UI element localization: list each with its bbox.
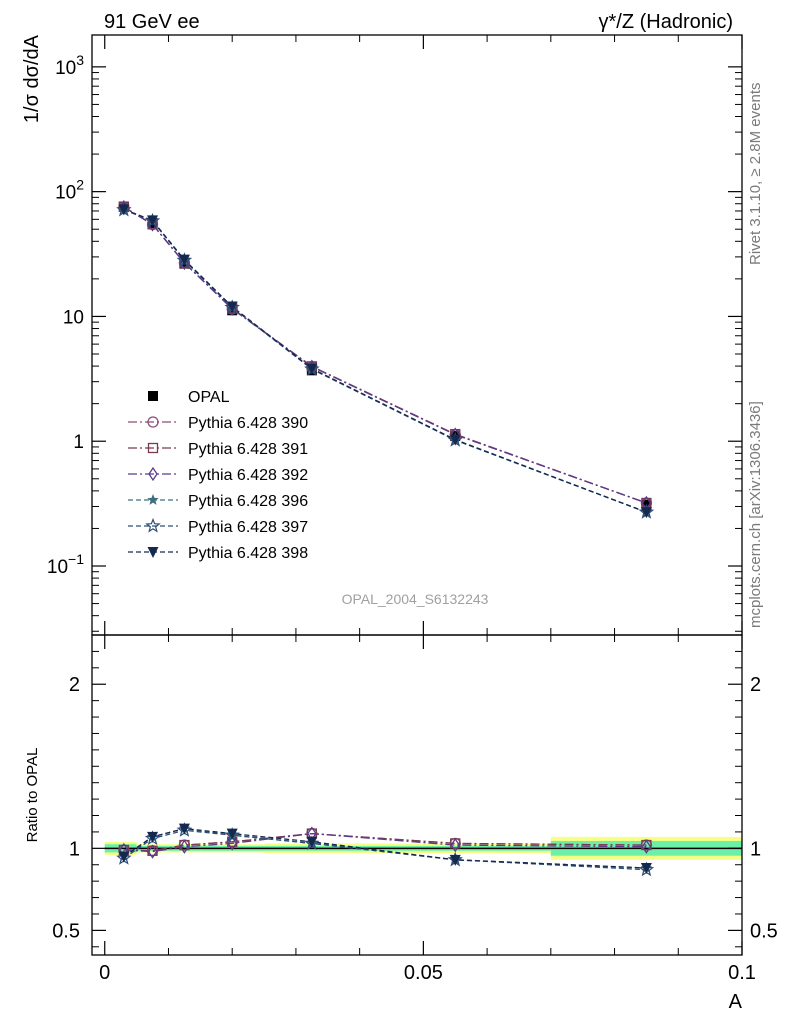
ratio-point-5-3 (226, 828, 238, 840)
ratio-point-5-6 (640, 863, 652, 875)
main-point-6-5 (449, 434, 461, 446)
main-line-3 (123, 206, 647, 504)
ratio-point-5-4 (306, 836, 318, 848)
main-line-2 (123, 206, 647, 504)
ratio-point-5-0 (118, 851, 130, 863)
axes-group: 0 0.05 0.1 10−1 1 10 102 103 0.5 0.5 1 1 2 2 (47, 34, 778, 984)
legend-marker (147, 416, 159, 428)
legend-label: Pythia 6.428 390 (188, 415, 308, 432)
ratio-point-5-5 (449, 854, 461, 866)
legend-marker (148, 466, 158, 482)
legend-marker (148, 391, 158, 401)
legend-marker (147, 442, 159, 454)
legend-label: OPAL (188, 389, 230, 406)
ratio-line-2 (123, 832, 647, 853)
y-tick-label: 10−1 (47, 551, 84, 578)
main-line-1 (123, 206, 647, 504)
header-right-label: γ*/Z (Hadronic) (599, 11, 733, 33)
x-tick-label: 0.05 (404, 962, 443, 984)
ratio-point-5-2 (178, 823, 190, 835)
legend-marker (147, 547, 159, 558)
ratio-point-2-1 (147, 844, 158, 859)
watermark: OPAL_2004_S6132243 (342, 591, 489, 607)
ratio-point-5-1 (147, 831, 159, 843)
ratio-tick-label-right: 0.5 (750, 920, 778, 942)
legend-marker (147, 494, 159, 505)
main-ylabel: 1/σ dσ/dA (21, 34, 43, 123)
x-axis-label: A (729, 991, 743, 1013)
x-tick-label: 0 (99, 962, 110, 984)
y-tick-label: 1 (73, 432, 84, 453)
main-point-6-4 (306, 363, 318, 375)
legend: OPAL Pythia 6.428 390 Pythia 6.428 391 Pyth… (128, 389, 308, 562)
legend-label: Pythia 6.428 396 (188, 493, 308, 510)
ratio-tick-label-right: 1 (750, 838, 761, 860)
legend-label: Pythia 6.428 398 (188, 545, 308, 562)
legend-label: Pythia 6.428 391 (188, 441, 308, 458)
ratio-point-2-5 (450, 837, 461, 853)
ratio-point-2-3 (227, 836, 237, 851)
y-tick-label: 102 (55, 177, 84, 204)
y-tick-label: 103 (55, 52, 84, 79)
legend-marker (145, 517, 161, 533)
main-point-6-2 (178, 254, 190, 266)
ratio-point-2-2 (179, 839, 190, 854)
main-point-6-0 (118, 204, 130, 216)
y-tick-label: 10 (63, 307, 84, 328)
ratio-ylabel: Ratio to OPAL (24, 748, 41, 843)
ratio-tick-label-right: 2 (750, 674, 761, 696)
ratio-tick-label-left: 1 (69, 838, 80, 860)
ratio-line-1 (123, 832, 647, 852)
main-point-6-1 (147, 215, 159, 227)
header-left-label: 91 GeV ee (104, 11, 200, 33)
legend-label: Pythia 6.428 397 (188, 519, 308, 536)
x-tick-label: 0.1 (728, 962, 756, 984)
ratio-point-2-6 (641, 839, 652, 854)
main-series-group (116, 199, 655, 519)
main-point-6-3 (226, 301, 238, 313)
source-label: mcplots.cern.ch [arXiv:1306.3436] (747, 401, 764, 628)
rivet-version-label: Rivet 3.1.10, ≥ 2.8M events (747, 83, 764, 266)
main-point-6-6 (640, 507, 652, 519)
legend-label: Pythia 6.428 392 (188, 467, 308, 484)
ratio-tick-label-left: 2 (69, 674, 80, 696)
ratio-series-group (116, 822, 655, 877)
ratio-tick-label-left: 0.5 (52, 920, 80, 942)
ratio-frame (91, 634, 743, 956)
